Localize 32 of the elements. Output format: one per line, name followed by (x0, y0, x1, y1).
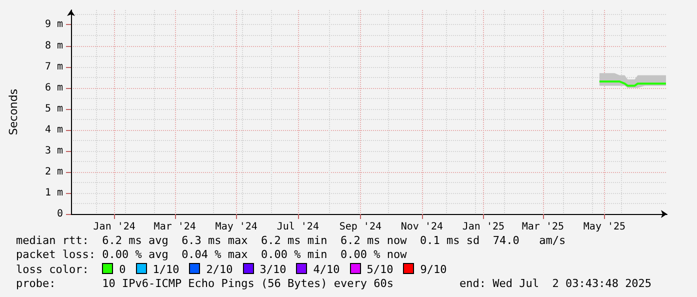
y-tick-label: 7 m (44, 61, 63, 72)
text: packet loss: 0.00 % avg 0.04 % max 0.00 % min 0.00 % now (16, 248, 408, 263)
x-tick-label: May '24 (215, 222, 258, 232)
text: median rtt: 6.2 ms avg 6.3 ms max 6.2 ms min 6.2 ms now 0.1 ms sd 74.0 am/s (16, 234, 567, 248)
x-tick-label: Jan '25 (462, 222, 505, 232)
legend-label: 4/10 (312, 262, 340, 276)
y-axis-title: Seconds (7, 88, 20, 136)
x-tick-label: Mar '25 (522, 222, 564, 232)
y-tick-label: 9 m (44, 19, 63, 30)
x-tick-label: May '25 (583, 222, 626, 232)
legend-label: 5/10 (366, 262, 394, 276)
y-tick-label: 3 m (44, 145, 63, 156)
legend-label: 0 (118, 262, 126, 276)
x-tick-label: Jan '24 (93, 222, 136, 232)
y-tick-label: 1 m (44, 187, 63, 198)
text: probe: 10 IPv6-ICMP Echo Pings (56 Bytes) every 60s (16, 276, 394, 292)
legend-label: 9/10 (419, 262, 447, 276)
x-tick-label: Jul '24 (276, 222, 319, 232)
y-tick-label: 8 m (44, 40, 63, 52)
text: end: Wed Jul 2 03:43:48 2025 (460, 276, 652, 292)
y-tick-label: 2 m (44, 166, 63, 178)
y-tick-label: 0 (56, 208, 63, 220)
x-tick-label: Sep '24 (339, 222, 382, 232)
y-tick-label: 4 m (44, 124, 63, 136)
y-tick-label: 5 m (44, 103, 63, 114)
legend-label: 1/10 (152, 262, 180, 276)
legend-label: 3/10 (258, 262, 286, 276)
legend-title: loss color: (16, 262, 90, 276)
y-tick-label: 6 m (44, 82, 63, 94)
x-tick-label: Nov '24 (400, 222, 444, 232)
x-tick-label: Mar '24 (154, 222, 196, 232)
legend-label: 2/10 (205, 262, 233, 276)
